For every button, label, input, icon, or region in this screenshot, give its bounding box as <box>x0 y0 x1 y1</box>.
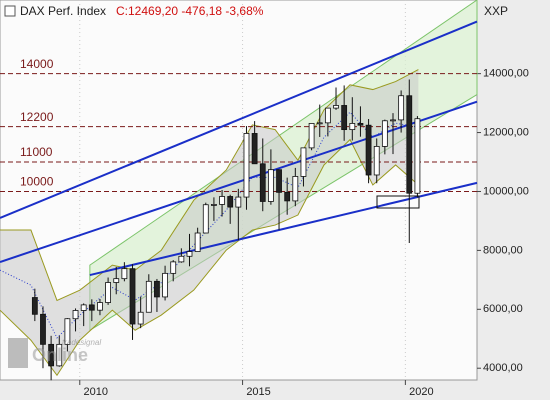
title-icon <box>4 5 16 17</box>
candle-body <box>162 272 168 298</box>
level-label: 10000 <box>20 175 54 189</box>
candle-body <box>154 280 160 298</box>
candle-body <box>235 196 242 208</box>
candle-body <box>308 123 315 149</box>
chart-title: DAX Perf. Index <box>20 4 106 18</box>
candle-body <box>341 105 348 131</box>
candle-body <box>373 146 380 176</box>
candle-body <box>72 310 79 320</box>
candle-body <box>64 318 71 345</box>
candle-body <box>105 282 111 303</box>
candle-body <box>398 95 405 121</box>
candle-body <box>284 191 291 202</box>
y-tick-label: 10000,00 <box>483 185 529 197</box>
candle-body <box>113 278 120 283</box>
candle-body <box>414 118 421 194</box>
watermark-logo <box>8 338 28 368</box>
trendline <box>0 100 478 263</box>
candle-body <box>324 107 331 124</box>
candle-body <box>145 280 152 313</box>
candle-body <box>121 268 128 280</box>
candle-body <box>357 123 364 126</box>
candle-body <box>178 255 185 263</box>
level-label: 14000 <box>20 57 54 71</box>
candle-body <box>170 261 177 274</box>
y-tick-label: 8000,00 <box>483 244 523 256</box>
candle-body <box>276 169 282 193</box>
candle-body <box>219 196 225 205</box>
y-tick-label: 12000,00 <box>483 126 529 138</box>
candle-body <box>267 169 274 202</box>
candle-body <box>381 120 388 147</box>
candle-body <box>333 105 339 109</box>
candle-body <box>406 95 413 194</box>
candle-body <box>211 204 217 206</box>
candle-body <box>129 268 136 325</box>
band-lower <box>0 138 419 377</box>
candle-body <box>48 343 55 367</box>
candle-body <box>365 124 372 176</box>
candle-body <box>31 297 38 315</box>
candle-body <box>300 147 307 177</box>
candle-body <box>316 122 323 125</box>
candle-body <box>292 176 299 202</box>
candle-body <box>390 119 396 122</box>
candle-body <box>243 133 250 198</box>
candle-body <box>251 133 258 165</box>
level-label: 11000 <box>20 145 53 159</box>
moving-average <box>0 111 419 339</box>
candle-body <box>97 302 103 311</box>
candle-body <box>80 304 87 311</box>
candle-body <box>88 304 95 311</box>
watermark-text: tradesignal <box>62 338 101 347</box>
candle-body <box>202 204 209 234</box>
candle-body <box>137 311 144 325</box>
annotation-box <box>376 195 420 209</box>
trendline <box>89 181 478 277</box>
quote: C:12469,20 -476,18 -3,68% <box>116 4 264 18</box>
candle-body <box>186 251 193 257</box>
candle-body <box>227 196 234 208</box>
y-tick-label: 4000,00 <box>483 362 523 374</box>
candle-body <box>194 232 201 252</box>
candle-body <box>349 123 356 131</box>
band-upper <box>0 69 419 302</box>
watermark-text: Online <box>32 345 88 365</box>
watermark: tradesignal Online <box>8 338 101 368</box>
plot-layer: 14000 12200 11000 10000 <box>0 0 481 385</box>
y-tick-label: 14000,00 <box>483 68 529 80</box>
level-label: 12200 <box>20 110 54 124</box>
y-tick-label: 6000,00 <box>483 303 523 315</box>
candle-body <box>40 313 46 345</box>
candle-body <box>259 163 266 202</box>
x-tick-label: 2010 <box>84 386 108 398</box>
trendline <box>0 20 478 219</box>
x-tick-label: 2015 <box>246 386 270 398</box>
candle-body <box>56 343 63 367</box>
x-tick-label: 2020 <box>409 386 433 398</box>
axis-corner-label: XXP <box>484 4 508 18</box>
